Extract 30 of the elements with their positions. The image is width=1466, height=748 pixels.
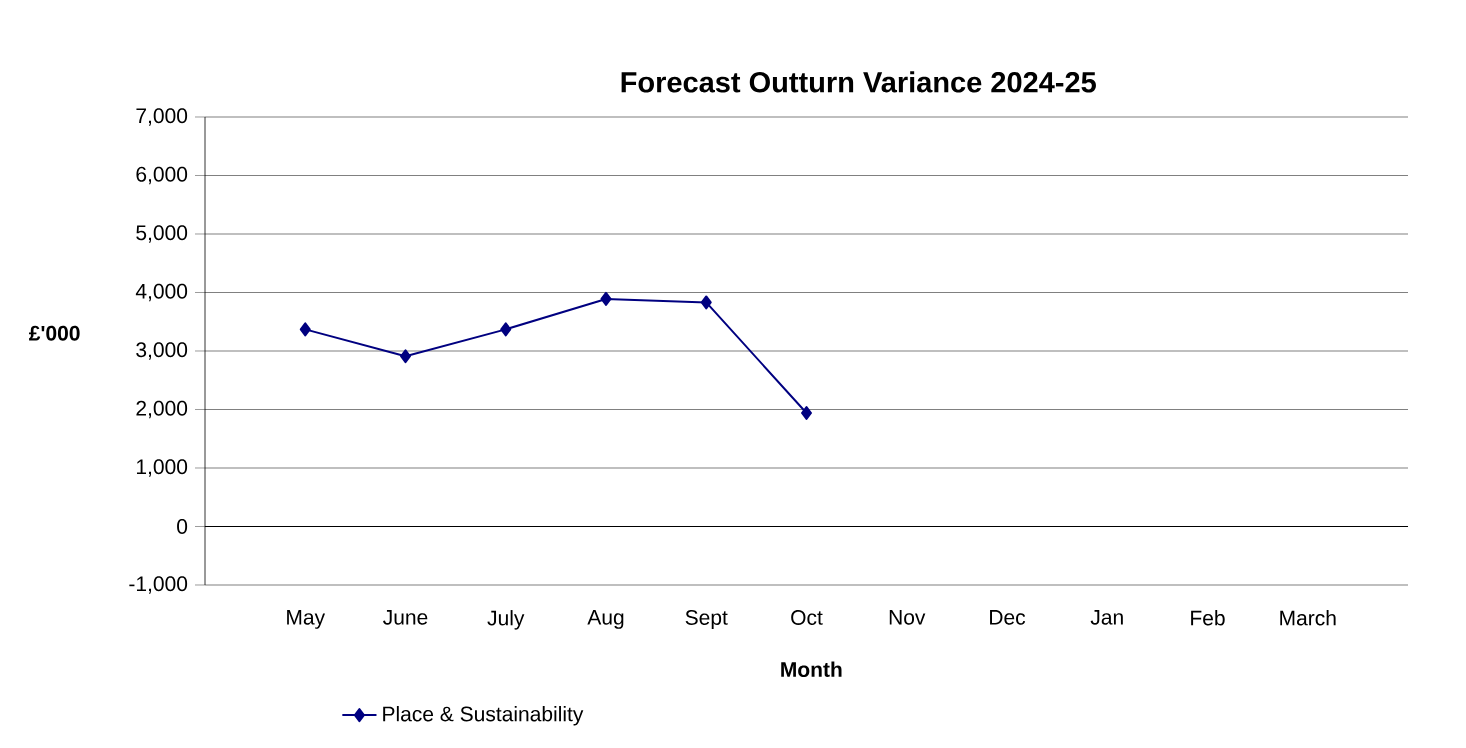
point <box>500 322 512 337</box>
y-axis-title: £'000 <box>29 325 80 341</box>
x-tick-label: March <box>1280 610 1336 626</box>
point <box>700 295 712 310</box>
y-tick-label: 6,000 <box>136 166 188 185</box>
point <box>400 349 412 364</box>
y-tick-label: 0 <box>177 519 188 534</box>
x-tick-label: July <box>487 610 525 630</box>
point <box>600 291 612 306</box>
y-tick-label: 4,000 <box>135 283 188 302</box>
x-tick-label: Jan <box>1090 610 1123 625</box>
y-tick-label: 2,000 <box>136 400 188 419</box>
x-tick-label: June <box>383 610 428 625</box>
x-tick-label: Nov <box>889 610 926 625</box>
x-tick-label: May <box>287 610 326 629</box>
x-axis-title: Month <box>781 661 842 677</box>
x-tick-label: Dec <box>990 610 1026 625</box>
y-tick-label: -1,000 <box>129 576 188 594</box>
y-tick-label: 7,000 <box>136 108 188 126</box>
point <box>801 406 813 420</box>
x-tick-label: Sept <box>685 610 728 630</box>
y-tick-label: 5,000 <box>136 225 188 243</box>
y-tick-label: 1,000 <box>136 459 188 477</box>
x-tick-label: Oct <box>791 610 823 625</box>
chart-title: Forecast Outturn Variance 2024-25 <box>621 71 1096 93</box>
legend-label: Place & Sustainability <box>383 705 584 726</box>
x-tick-label: Feb <box>1191 610 1225 626</box>
x-tick-label: Aug <box>587 610 624 629</box>
point <box>299 322 311 337</box>
y-tick-label: 3,000 <box>136 342 188 360</box>
